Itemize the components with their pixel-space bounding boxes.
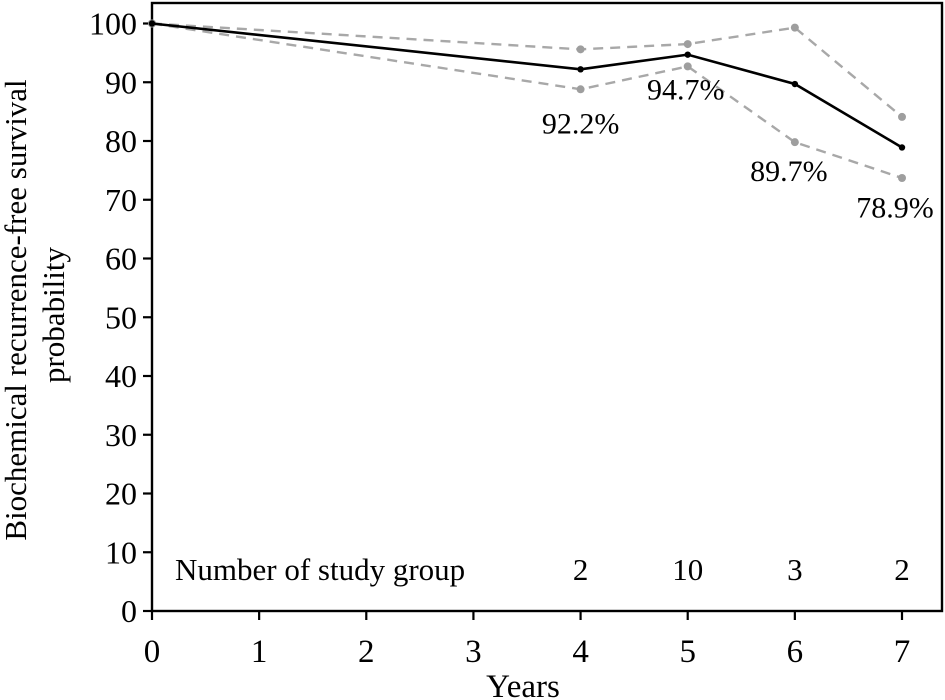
y-tick-label: 40: [105, 358, 137, 394]
data-point-marker-upper-confidence-bound: [683, 40, 692, 49]
series-line-lower-confidence-bound: [151, 22, 903, 180]
data-point-marker-lower-confidence-bound: [898, 174, 906, 183]
axis-ticks: 0 10 20 30 40 50 60 70 80 90 100 0 1 2 3 4 5 6 7: [89, 6, 910, 671]
y-tick-label: 50: [105, 299, 137, 335]
y-tick-label: 10: [105, 534, 137, 570]
y-tick-label: 100: [89, 6, 137, 42]
x-tick-label: 4: [572, 634, 589, 670]
data-point-marker-survival-estimate: [148, 20, 156, 27]
series-line-survival-estimate: [151, 22, 903, 149]
data-point-marker-upper-confidence-bound: [790, 23, 799, 32]
data-point-marker-lower-confidence-bound: [790, 138, 799, 147]
number-at-risk-label: Number of study group: [175, 552, 465, 587]
data-point-marker-upper-confidence-bound: [898, 112, 906, 121]
y-tick-label: 90: [105, 64, 137, 100]
risk-count: 3: [787, 552, 803, 587]
x-axis-title: Years: [486, 669, 560, 700]
y-tick-label: 80: [105, 123, 137, 159]
plot-border: [150, 1, 944, 613]
risk-count: 10: [672, 552, 703, 587]
data-point-marker-lower-confidence-bound: [683, 62, 692, 71]
risk-count: 2: [894, 552, 910, 587]
y-tick-label: 30: [105, 417, 137, 453]
plot-frame: [150, 1, 944, 613]
x-tick-label: 7: [894, 634, 911, 670]
x-tick-label: 1: [251, 634, 268, 670]
y-tick-label: 60: [105, 241, 137, 277]
number-at-risk-row: Number of study group 2 10 3 2: [175, 552, 910, 587]
data-point-marker-survival-estimate: [898, 144, 906, 151]
data-point-marker-survival-estimate: [577, 66, 584, 73]
data-point-marker-upper-confidence-bound: [576, 45, 585, 54]
y-axis-title-line2: probability: [36, 246, 71, 383]
annotation-label: 89.7%: [750, 155, 828, 188]
data-point-marker-survival-estimate: [791, 80, 799, 88]
y-tick-label: 20: [105, 476, 137, 512]
x-tick-label: 2: [358, 634, 375, 670]
y-axis-title-line1: Biochemical recurrence-free survival: [0, 79, 33, 540]
annotation-label: 94.7%: [647, 74, 725, 107]
data-point-marker-survival-estimate: [684, 51, 691, 58]
annotation-label: 78.9%: [856, 191, 934, 224]
risk-count: 2: [573, 552, 589, 587]
point-annotations: 92.2% 94.7% 89.7% 78.9%: [542, 74, 934, 225]
x-tick-label: 3: [465, 634, 482, 670]
x-tick-label: 6: [787, 634, 804, 670]
series-lines: [148, 19, 906, 183]
x-tick-label: 0: [144, 634, 161, 670]
series-line-upper-confidence-bound: [151, 22, 903, 118]
data-point-marker-lower-confidence-bound: [576, 85, 585, 94]
x-tick-label: 5: [679, 634, 696, 670]
y-tick-label: 70: [105, 182, 137, 218]
y-tick-label: 0: [121, 593, 137, 629]
annotation-label: 92.2%: [542, 107, 620, 140]
